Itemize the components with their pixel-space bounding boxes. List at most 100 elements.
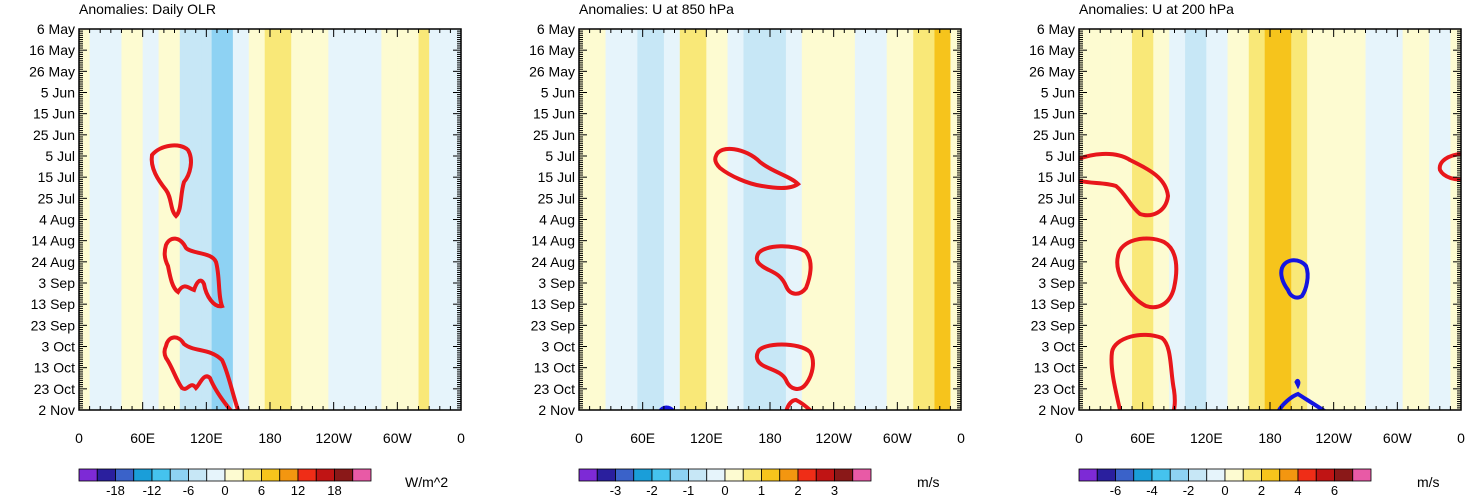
colorbar-cell bbox=[1078, 468, 1098, 482]
y-tick-label: 15 Jun bbox=[533, 106, 575, 122]
colorbar-cell bbox=[315, 468, 335, 482]
colorbar-cell bbox=[669, 468, 689, 482]
negative-contour bbox=[1279, 258, 1310, 300]
colorbar-label: -18 bbox=[106, 483, 125, 495]
y-tick-label: 13 Oct bbox=[534, 360, 575, 376]
negative-contour bbox=[658, 405, 675, 410]
colorbar: -18 -12 -6 0 6 12 18 bbox=[78, 468, 372, 495]
y-tick-label: 16 May bbox=[29, 42, 75, 58]
colorbar-label: 0 bbox=[1221, 483, 1228, 495]
shading-band bbox=[1169, 29, 1186, 410]
y-tick-label: 14 Aug bbox=[531, 233, 575, 249]
colorbar-cell bbox=[279, 468, 299, 482]
x-tick-label: 0 bbox=[575, 430, 583, 446]
positive-contour bbox=[1115, 236, 1179, 310]
shading-band bbox=[605, 29, 638, 410]
y-tick-label: 5 Jul bbox=[545, 148, 575, 164]
positive-contour bbox=[754, 244, 813, 296]
colorbar: -3 -2 -1 0 1 2 3 bbox=[578, 468, 872, 495]
colorbar-cell bbox=[1115, 468, 1135, 482]
shading-band bbox=[637, 29, 665, 410]
shading-band bbox=[381, 29, 398, 410]
colorbar-label: -2 bbox=[1183, 483, 1195, 495]
colorbar-label: -6 bbox=[1110, 483, 1122, 495]
y-tick-label: 3 Sep bbox=[1038, 275, 1075, 291]
negative-contour bbox=[1276, 391, 1327, 410]
colorbar-cell bbox=[1188, 468, 1208, 482]
colorbar-label: 12 bbox=[291, 483, 305, 495]
colorbar-cell bbox=[297, 468, 317, 482]
shading-field bbox=[579, 29, 961, 410]
x-tick-label: 120E bbox=[690, 430, 723, 446]
shading-field bbox=[1079, 29, 1461, 410]
y-tick-label: 24 Aug bbox=[1031, 254, 1075, 270]
shading-band bbox=[1132, 29, 1154, 410]
x-tick-label: 60W bbox=[383, 430, 413, 446]
colorbar-cell bbox=[633, 468, 653, 482]
shading-band bbox=[913, 29, 936, 410]
y-tick-label: 13 Oct bbox=[1034, 360, 1075, 376]
shading-band bbox=[1307, 29, 1335, 410]
shading-band bbox=[291, 29, 329, 410]
y-tick-label: 24 Aug bbox=[31, 254, 75, 270]
colorbar-cell bbox=[1151, 468, 1171, 482]
shading-band bbox=[1291, 29, 1308, 410]
shading-band bbox=[743, 29, 787, 410]
shading-band bbox=[1227, 29, 1250, 410]
x-tick-label: 60W bbox=[883, 430, 913, 446]
colorbar-label: 2 bbox=[1258, 483, 1265, 495]
y-tick-label: 4 Aug bbox=[1039, 212, 1075, 228]
colorbar-cell bbox=[724, 468, 744, 482]
shading-band bbox=[934, 29, 951, 410]
positive-contour bbox=[149, 143, 193, 219]
y-tick-label: 5 Jun bbox=[41, 85, 75, 101]
colorbar-label: 6 bbox=[258, 483, 265, 495]
colorbar-cell bbox=[151, 468, 171, 482]
colorbar-label: 6 bbox=[1331, 483, 1338, 495]
colorbar-cell bbox=[761, 468, 781, 482]
positive-contour bbox=[754, 342, 815, 391]
colorbar-label: -3 bbox=[610, 483, 622, 495]
positive-contour bbox=[1079, 152, 1171, 218]
colorbar-units: W/m^2 bbox=[405, 474, 448, 490]
panel-olr: Anomalies: Daily OLR bbox=[79, 1, 461, 410]
y-tick-label: 25 Jun bbox=[33, 127, 75, 143]
contour-overlay bbox=[1079, 152, 1461, 410]
y-tick-label: 25 Jul bbox=[538, 190, 575, 206]
shading-band bbox=[1264, 29, 1292, 410]
colorbar-cell bbox=[1315, 468, 1335, 482]
y-tick-label: 3 Oct bbox=[1042, 339, 1076, 355]
colorbar-cell bbox=[334, 468, 354, 482]
y-tick-label: 23 Sep bbox=[1031, 317, 1076, 333]
y-tick-label: 15 Jul bbox=[1038, 169, 1075, 185]
colorbar-cell bbox=[596, 468, 616, 482]
shading-band bbox=[1248, 29, 1266, 410]
shading-band bbox=[1365, 29, 1404, 410]
x-tick-label: 180 bbox=[258, 430, 282, 446]
shading-band bbox=[828, 29, 856, 410]
y-tick-label: 5 Jul bbox=[45, 148, 75, 164]
y-tick-label: 14 Aug bbox=[1031, 233, 1075, 249]
shading-band bbox=[1429, 29, 1451, 410]
colorbar-cell bbox=[852, 468, 872, 482]
x-tick-label: 60E bbox=[130, 430, 155, 446]
y-tick-label: 3 Sep bbox=[538, 275, 575, 291]
x-tick-label: 0 bbox=[957, 430, 965, 446]
colorbar-cell bbox=[1206, 468, 1226, 482]
positive-contour bbox=[1109, 332, 1177, 410]
shading-band bbox=[1110, 29, 1133, 410]
colorbar-cell bbox=[1096, 468, 1116, 482]
y-tick-label: 24 Aug bbox=[531, 254, 575, 270]
panel-title: Anomalies: U at 200 hPa bbox=[1079, 1, 1234, 17]
y-tick-label: 13 Oct bbox=[34, 360, 75, 376]
colorbar-cell bbox=[1261, 468, 1281, 482]
y-tick-label: 2 Nov bbox=[1038, 402, 1075, 418]
y-tick-label: 16 May bbox=[1029, 42, 1075, 58]
y-tick-label: 23 Sep bbox=[31, 317, 76, 333]
colorbar-label: -12 bbox=[143, 483, 162, 495]
positive-contour bbox=[1437, 152, 1461, 182]
y-tick-label: 15 Jul bbox=[38, 169, 75, 185]
colorbar-cell bbox=[834, 468, 854, 482]
shading-band bbox=[397, 29, 420, 410]
